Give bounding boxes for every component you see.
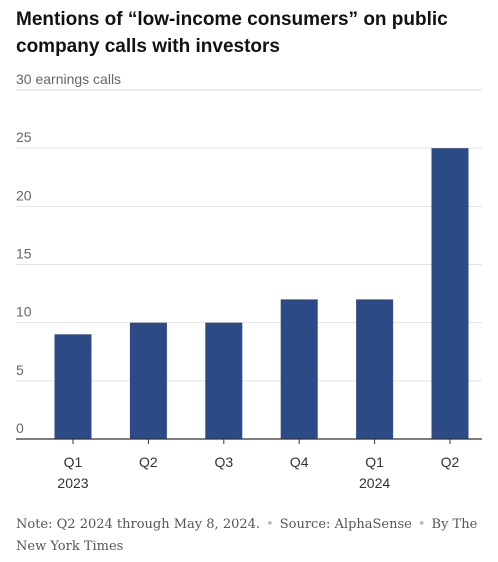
x-year-label: 2024	[359, 475, 390, 491]
y-unit-label: 30 earnings calls	[16, 71, 121, 87]
x-tick-label: Q2	[139, 454, 158, 470]
chart-title: Mentions of “low-income consumers” on pu…	[16, 9, 448, 57]
chart-footer: Note: Q2 2024 through May 8, 2024. • Sourc…	[16, 514, 486, 558]
bar	[129, 322, 167, 439]
bar	[280, 299, 318, 439]
x-year-label: 2023	[57, 475, 88, 491]
y-tick-label: 15	[16, 246, 32, 262]
x-tick-label: Q1	[64, 454, 83, 470]
y-tick-label: 20	[16, 187, 32, 203]
x-tick-label: Q2	[441, 454, 460, 470]
y-tick-label: 25	[16, 129, 32, 145]
footer-separator: •	[266, 517, 274, 532]
footer-source: Source: AlphaSense	[279, 517, 412, 532]
bar	[356, 299, 394, 439]
x-tick-label: Q4	[290, 454, 309, 470]
footer-separator: •	[417, 517, 426, 532]
y-tick-label: 0	[16, 420, 24, 436]
x-tick-label: Q1	[365, 454, 384, 470]
bar	[205, 322, 243, 439]
footer-note: Note: Q2 2024 through May 8, 2024.	[16, 517, 261, 532]
bar	[431, 148, 469, 439]
x-tick-label: Q3	[214, 454, 233, 470]
bar-chart: 30 earnings calls 0 5 10 15 20 25 Q1 2023 Q2 Q3 Q4 Q…	[16, 71, 482, 491]
footer-byline: By The New York Times	[16, 517, 478, 554]
y-tick-label: 10	[16, 304, 32, 320]
bar	[54, 334, 92, 439]
y-tick-label: 5	[16, 362, 24, 378]
